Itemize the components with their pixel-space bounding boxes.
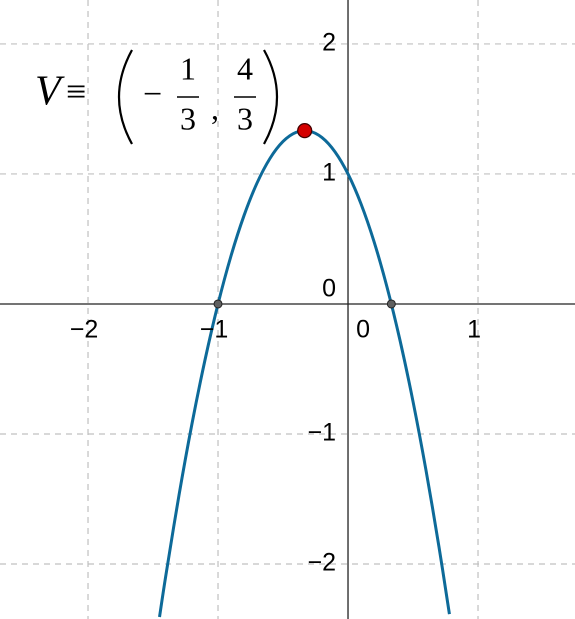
- y-tick-label: −2: [308, 549, 337, 577]
- root-point: [386, 299, 396, 309]
- relation: ≡: [66, 71, 86, 111]
- y-tick-label: 1: [322, 159, 336, 187]
- x-tick-label: −1: [200, 316, 229, 344]
- x-tick-label: −2: [70, 316, 99, 344]
- x-denominator: 3: [180, 100, 196, 136]
- point-name: V: [35, 69, 65, 115]
- y-tick-label: 2: [322, 29, 336, 57]
- paren: [118, 49, 133, 145]
- vertex-point: [297, 122, 313, 139]
- paren: [263, 49, 278, 145]
- root-point: [213, 299, 223, 309]
- x-tick-label: 0: [356, 316, 370, 344]
- annotation: V ≡ − 1 3 , 4 3: [35, 49, 278, 145]
- x-numerator: 1: [180, 50, 196, 86]
- y-denominator: 3: [237, 100, 253, 136]
- x-tick-label: 1: [467, 316, 481, 344]
- y-tick-label: 0: [322, 275, 336, 303]
- curve: [158, 129, 451, 618]
- y-numerator: 4: [237, 50, 253, 86]
- x-sign: −: [143, 76, 162, 113]
- comma: ,: [211, 90, 219, 126]
- y-tick-label: −1: [308, 419, 337, 447]
